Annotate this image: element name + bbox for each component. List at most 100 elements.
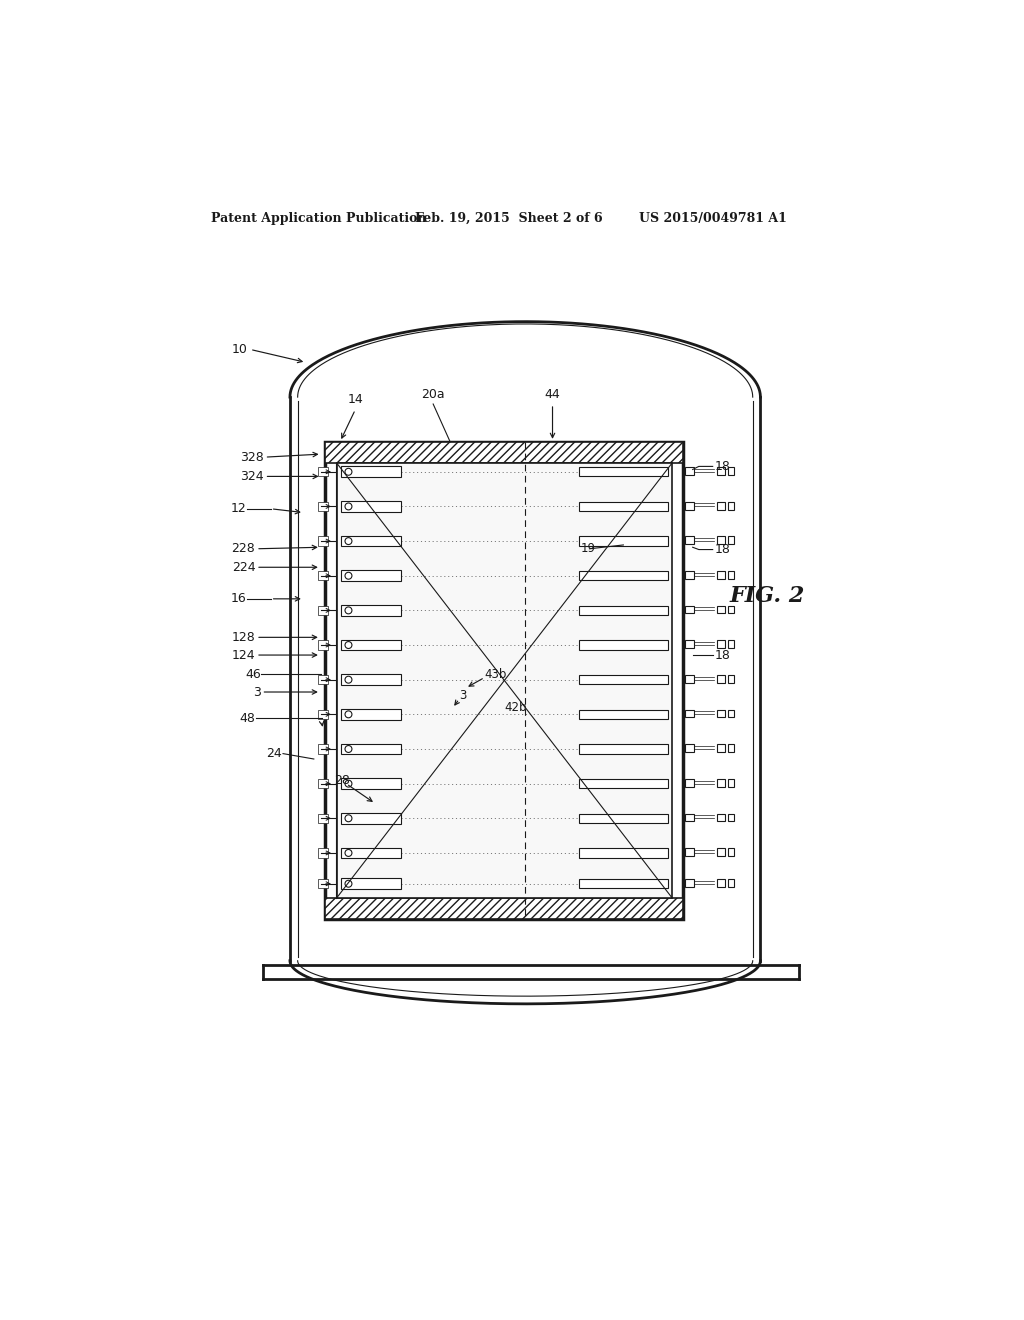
Bar — [685, 779, 694, 787]
Bar — [341, 466, 400, 478]
Bar — [341, 570, 400, 581]
Bar — [717, 813, 725, 821]
Bar — [728, 779, 734, 787]
Bar — [717, 606, 725, 614]
Text: 48: 48 — [240, 711, 255, 725]
Bar — [580, 675, 668, 684]
Bar — [717, 744, 725, 752]
Bar — [325, 442, 683, 463]
Bar — [318, 572, 328, 581]
Bar — [685, 879, 694, 887]
Bar — [318, 640, 328, 649]
Bar — [717, 502, 725, 510]
Bar — [318, 467, 328, 477]
Bar — [318, 813, 328, 822]
Text: 24: 24 — [266, 747, 283, 760]
Bar — [717, 572, 725, 579]
Bar — [341, 878, 400, 890]
Bar — [318, 779, 328, 788]
Bar — [580, 879, 668, 888]
Bar — [728, 849, 734, 857]
Bar — [685, 675, 694, 682]
Bar — [580, 849, 668, 858]
Bar — [728, 467, 734, 475]
Bar — [580, 640, 668, 649]
Bar — [325, 442, 683, 919]
Bar — [685, 606, 694, 614]
Bar — [728, 675, 734, 682]
Text: 20a: 20a — [421, 388, 445, 401]
Text: 328: 328 — [240, 450, 264, 463]
Bar — [685, 710, 694, 718]
Text: 324: 324 — [241, 470, 264, 483]
Bar — [341, 502, 400, 512]
Bar — [318, 502, 328, 511]
Text: 3: 3 — [460, 689, 467, 702]
Bar — [318, 744, 328, 754]
Bar — [325, 898, 683, 919]
Bar — [318, 879, 328, 888]
Bar — [717, 536, 725, 544]
Text: 128: 128 — [231, 631, 255, 644]
Bar — [580, 572, 668, 581]
Text: US 2015/0049781 A1: US 2015/0049781 A1 — [639, 213, 786, 224]
Bar — [318, 849, 328, 858]
Text: 10: 10 — [231, 343, 248, 356]
Bar — [717, 849, 725, 857]
Text: Patent Application Publication: Patent Application Publication — [211, 213, 427, 224]
Bar — [728, 536, 734, 544]
Text: 28: 28 — [335, 774, 350, 787]
Bar — [728, 710, 734, 718]
Text: 44: 44 — [545, 388, 560, 401]
Bar — [341, 675, 400, 685]
Bar — [341, 709, 400, 719]
Bar — [717, 879, 725, 887]
Bar — [580, 536, 668, 545]
Bar — [341, 813, 400, 824]
Bar — [717, 467, 725, 475]
Bar — [580, 710, 668, 719]
Bar — [728, 502, 734, 510]
Bar — [717, 710, 725, 718]
Bar — [580, 744, 668, 754]
Bar — [341, 640, 400, 651]
Text: 3: 3 — [253, 685, 261, 698]
Bar — [341, 605, 400, 615]
Text: 12: 12 — [230, 502, 246, 515]
Text: 16: 16 — [230, 593, 246, 606]
Bar — [685, 813, 694, 821]
Text: 18: 18 — [714, 459, 730, 473]
Text: 43b: 43b — [484, 668, 507, 681]
Bar — [685, 640, 694, 648]
Bar — [685, 467, 694, 475]
Bar — [580, 779, 668, 788]
Text: 42b: 42b — [504, 701, 526, 714]
Text: 18: 18 — [714, 543, 730, 556]
Bar — [728, 879, 734, 887]
Bar — [728, 572, 734, 579]
Bar — [728, 606, 734, 614]
Bar — [341, 743, 400, 755]
Bar — [341, 536, 400, 546]
Bar — [341, 847, 400, 858]
Bar — [685, 849, 694, 857]
Bar — [685, 744, 694, 752]
Bar — [685, 502, 694, 510]
Text: 224: 224 — [231, 561, 255, 574]
Bar — [717, 779, 725, 787]
Bar — [341, 779, 400, 789]
Bar — [580, 606, 668, 615]
Bar — [580, 813, 668, 822]
Text: 228: 228 — [231, 543, 255, 556]
Bar — [318, 675, 328, 684]
Text: 14: 14 — [347, 393, 364, 407]
Text: 124: 124 — [231, 648, 255, 661]
Bar — [728, 813, 734, 821]
Bar — [717, 675, 725, 682]
Bar — [728, 640, 734, 648]
Text: 18: 18 — [714, 648, 730, 661]
Bar — [318, 606, 328, 615]
Bar — [337, 463, 672, 898]
Text: FIG. 2: FIG. 2 — [730, 585, 805, 607]
Text: 46: 46 — [245, 668, 261, 681]
